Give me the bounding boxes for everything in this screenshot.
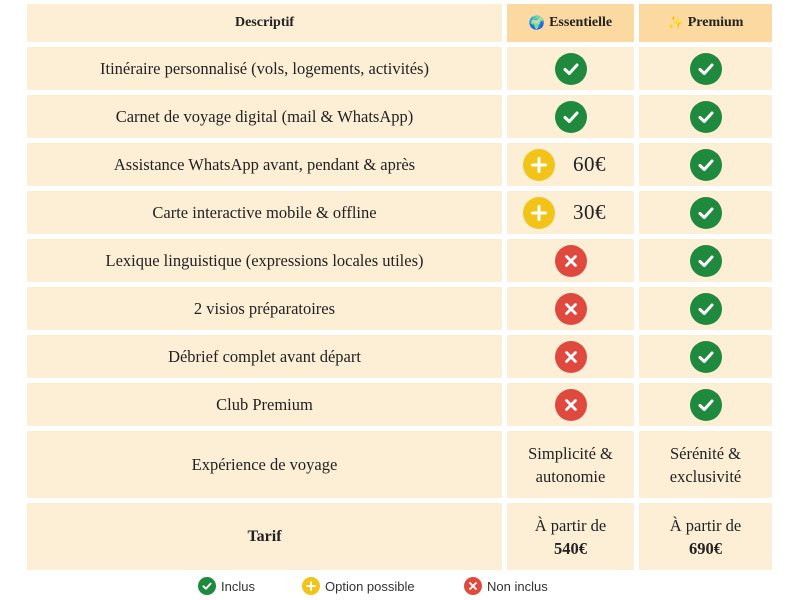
experience-premium-line1: Sérénité &: [669, 443, 741, 463]
feature-label: Carte interactive mobile & offline: [27, 191, 502, 234]
tarif-premium-line1: À partir de: [669, 515, 742, 535]
feature-label: Carnet de voyage digital (mail & WhatsAp…: [27, 95, 502, 138]
tarif-essentielle-price: 540€: [553, 538, 587, 558]
feature-label: Débrief complet avant départ: [27, 335, 502, 378]
option-wrap: 60€: [507, 148, 634, 181]
header-essentielle: 🌍 Essentielle: [507, 4, 634, 42]
option-price: 60€: [573, 152, 606, 176]
legend-option-label: Option possible: [325, 578, 415, 594]
legend-included: Inclus: [198, 577, 255, 595]
option-price: 30€: [573, 200, 606, 224]
sparkle-icon: ✨: [667, 15, 684, 30]
feature-label-text: Assistance WhatsApp avant, pendant & apr…: [113, 154, 416, 174]
tarif-label: Tarif: [27, 503, 502, 570]
experience-essentielle-line2: autonomie: [535, 466, 606, 486]
check-icon: [554, 52, 587, 85]
check-icon: [689, 100, 722, 133]
essentielle-cell: 30€: [507, 191, 634, 234]
essentielle-cell: [507, 383, 634, 426]
cross-icon: [464, 577, 482, 595]
header-premium-label: Premium: [687, 15, 744, 30]
essentielle-cell: [507, 335, 634, 378]
premium-cell: [639, 191, 772, 234]
premium-cell: [639, 239, 772, 282]
comparison-table: Descriptif 🌍 Essentielle ✨ Premium Itiné…: [27, 4, 773, 570]
feature-label: Club Premium: [27, 383, 502, 426]
essentielle-cell: [507, 287, 634, 330]
check-icon: [198, 577, 216, 595]
feature-label-text: Carte interactive mobile & offline: [152, 202, 377, 222]
plus-icon: [523, 196, 555, 229]
premium-cell: [639, 383, 772, 426]
legend-not-included-label: Non inclus: [487, 578, 548, 594]
cross-icon: [554, 388, 587, 421]
feature-label-text: Lexique linguistique (expressions locale…: [105, 250, 424, 270]
check-icon: [689, 292, 722, 325]
experience-premium: Sérénité & exclusivité: [639, 431, 772, 498]
premium-cell: [639, 47, 772, 90]
cross-icon: [554, 292, 587, 325]
premium-cell: [639, 287, 772, 330]
header-descriptif: Descriptif: [27, 4, 502, 42]
experience-label: Expérience de voyage: [27, 431, 502, 498]
cross-icon: [554, 244, 587, 277]
experience-essentielle: Simplicité & autonomie: [507, 431, 634, 498]
check-icon: [689, 388, 722, 421]
feature-label-text: Itinéraire personnalisé (vols, logements…: [100, 58, 429, 78]
feature-label: Lexique linguistique (expressions locale…: [27, 239, 502, 282]
feature-label-text: Carnet de voyage digital (mail & WhatsAp…: [115, 106, 414, 126]
premium-cell: [639, 143, 772, 186]
essentielle-cell: 60€: [507, 143, 634, 186]
tarif-premium-price: 690€: [688, 538, 722, 558]
premium-cell: [639, 95, 772, 138]
header-essentielle-label: Essentielle: [549, 15, 613, 30]
tarif-premium: À partir de 690€: [639, 503, 772, 570]
feature-label-text: 2 visios préparatoires: [193, 298, 336, 318]
essentielle-cell: [507, 239, 634, 282]
check-icon: [689, 244, 722, 277]
check-icon: [689, 340, 722, 373]
tarif-essentielle: À partir de 540€: [507, 503, 634, 570]
feature-label: 2 visios préparatoires: [27, 287, 502, 330]
legend-included-label: Inclus: [221, 578, 255, 594]
check-icon: [689, 196, 722, 229]
experience-label-text: Expérience de voyage: [191, 454, 338, 474]
legend-not-included: Non inclus: [464, 577, 548, 595]
feature-label: Itinéraire personnalisé (vols, logements…: [27, 47, 502, 90]
check-icon: [689, 52, 722, 85]
feature-label-text: Club Premium: [216, 394, 313, 414]
feature-label: Assistance WhatsApp avant, pendant & apr…: [27, 143, 502, 186]
check-icon: [689, 148, 722, 181]
header-premium: ✨ Premium: [639, 4, 772, 42]
globe-icon: 🌍: [528, 15, 546, 30]
legend: Inclus Option possible Non inclus: [0, 577, 800, 597]
experience-premium-line2: exclusivité: [669, 466, 742, 486]
legend-option: Option possible: [302, 577, 415, 595]
plus-icon: [523, 148, 555, 181]
option-wrap: 30€: [507, 196, 634, 229]
experience-essentielle-line1: Simplicité &: [528, 443, 613, 463]
plus-icon: [302, 577, 320, 595]
premium-cell: [639, 335, 772, 378]
tarif-label-text: Tarif: [247, 527, 282, 545]
cross-icon: [554, 340, 587, 373]
essentielle-cell: [507, 95, 634, 138]
check-icon: [554, 100, 587, 133]
essentielle-cell: [507, 47, 634, 90]
tarif-essentielle-line1: À partir de: [534, 515, 607, 535]
header-descriptif-label: Descriptif: [234, 15, 295, 30]
feature-label-text: Débrief complet avant départ: [168, 346, 361, 366]
